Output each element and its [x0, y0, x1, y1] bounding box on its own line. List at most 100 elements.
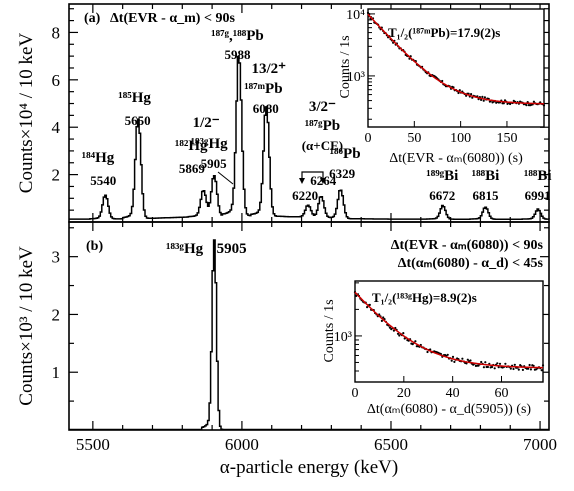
- peak-isotope-label: ¹⁸²Hg: [175, 138, 208, 154]
- inset-x-tick-label: 150: [496, 131, 517, 146]
- inset-data-point: [480, 360, 483, 364]
- inset-data-point: [532, 364, 535, 367]
- inset-data-point: [392, 329, 395, 332]
- inset-data-point: [396, 332, 400, 335]
- inset-data-point: [465, 94, 468, 97]
- inset-data-point: [540, 369, 543, 372]
- peak-isotope-label: ¹⁸⁶Pb: [330, 146, 361, 162]
- inset-a-title: T₁/₂(¹⁸⁷ᵐPb)=17.9(2)s: [388, 25, 500, 40]
- inset-data-point: [542, 104, 546, 107]
- panel-b: 1 2 3 5500 6000 6500 7000 (b) Δt(EVR - αₘ(608…: [16, 221, 557, 478]
- inset-data-point: [529, 368, 533, 371]
- panel-b-condition-1: Δt(EVR - αₘ(6080)) < 90s: [391, 238, 544, 253]
- inset-data-point: [446, 353, 449, 356]
- inset-data-point: [470, 93, 473, 96]
- inset-a-frame: [367, 8, 545, 128]
- x-tick-label: 6000: [225, 435, 259, 454]
- inset-data-point: [513, 363, 516, 366]
- peak-isotope-label: ¹⁸⁷ᵐPb: [244, 81, 282, 97]
- peak-energy-label: 6220: [292, 188, 318, 203]
- peak-isotope-label: ¹⁸⁵Hg: [118, 90, 151, 106]
- inset-x-tick-label: 0: [352, 386, 359, 401]
- peak-spin-label: 1/2⁻: [193, 115, 220, 131]
- x-tick-label: 6500: [374, 435, 408, 454]
- inset-a-fit-curve: [367, 13, 544, 105]
- peak-energy-label: 5540: [90, 173, 116, 188]
- panel-a-label: (a): [84, 11, 101, 26]
- inset-data-point: [521, 368, 525, 371]
- peak-energy-label: 6080: [253, 101, 279, 116]
- inset-a-xlabel: Δt(EVR - αₘ(6080)) (s): [389, 151, 523, 166]
- inset-data-point: [498, 362, 502, 365]
- inset-data-point: [502, 102, 505, 105]
- inset-data-point: [532, 100, 536, 103]
- y-tick-label: 8: [52, 23, 61, 42]
- inset-x-tick-label: 50: [407, 131, 421, 146]
- inset-data-point: [466, 358, 469, 361]
- inset-data-point: [414, 340, 417, 343]
- inset-data-point: [402, 332, 405, 335]
- inset-data-point: [496, 362, 499, 365]
- inset-data-point: [493, 367, 496, 370]
- inset-data-point: [368, 303, 371, 306]
- panel-a-spectrum-line: [69, 55, 550, 220]
- inset-data-point: [482, 99, 485, 102]
- y-tick-label: 1: [52, 363, 61, 382]
- peak-isotope-label: ¹⁸³ᵍHg: [191, 136, 229, 152]
- inset-data-point: [503, 99, 507, 102]
- inset-data-point: [509, 367, 512, 370]
- inset-data-point: [504, 362, 507, 365]
- inset-data-point: [453, 360, 456, 363]
- inset-x-tick-label: 0: [365, 131, 372, 146]
- panel-b-inset: 0 20 40 60 10³ T₁/₂(¹⁸³ᵍHg)=8.9(2)s Δt(αₘ(60…: [322, 280, 545, 417]
- panel-b-condition-2: Δt(αₘ(6080) - α_d) < 45s: [398, 256, 544, 271]
- inset-b-ylabel: Counts / 1s: [322, 299, 337, 362]
- peak-energy-label: 5869: [179, 161, 206, 176]
- inset-x-tick-label: 60: [494, 386, 508, 401]
- y-tick-label: 3: [52, 248, 61, 267]
- peak-isotope-label: ¹⁸⁹ᵍBi: [426, 168, 458, 184]
- panel-a-inset: 0 50 100 150 10³ 10⁴ T₁/₂(¹⁸⁷ᵐPb)=17.9(2)s Δt…: [338, 8, 546, 166]
- panel-a: 2 4 6 8 (a) Δt(EVR - α_m) < 90s Counts×10⁴ …: [16, 3, 552, 223]
- inset-data-point: [482, 366, 485, 369]
- inset-data-point: [388, 326, 391, 329]
- peak-energy-label: 6672: [429, 188, 455, 203]
- y-tick-label: 2: [52, 166, 61, 185]
- inset-data-point: [527, 367, 530, 370]
- inset-b-title: T₁/₂(¹⁸³ᵍHg)=8.9(2)s: [372, 290, 477, 305]
- inset-y-tick-label: 10⁴: [346, 8, 365, 23]
- peak-energy-label: 6815: [472, 188, 499, 203]
- inset-data-point: [461, 357, 464, 360]
- inset-data-point: [490, 365, 494, 369]
- inset-data-point: [411, 343, 414, 346]
- pb187g-arrow-right: [320, 178, 326, 184]
- peak-spin-label: 13/2⁺: [251, 61, 286, 77]
- peak-energy-label: 5988: [224, 47, 251, 62]
- inset-data-point: [483, 96, 486, 99]
- inset-data-point: [382, 316, 385, 319]
- y-tick-label: 2: [52, 305, 61, 324]
- inset-data-point: [512, 367, 515, 371]
- panel-b-xlabel: α-particle energy (keV): [220, 457, 398, 478]
- inset-data-point: [457, 91, 460, 95]
- pb187g-arrow-left: [299, 178, 305, 184]
- pb187g-bracket: [301, 171, 324, 181]
- inset-b-fit-curve: [354, 291, 543, 369]
- inset-y-tick-label: 10³: [347, 70, 365, 85]
- inset-data-point: [497, 366, 500, 369]
- hg182-pointer: [217, 171, 234, 185]
- inset-x-tick-label: 100: [450, 131, 471, 146]
- x-tick-label: 7000: [523, 435, 557, 454]
- peak-isotope-label: ¹⁸⁴Hg: [82, 150, 115, 166]
- inset-data-point: [469, 359, 472, 362]
- inset-data-point: [426, 350, 429, 354]
- panel-b-label: (b): [86, 239, 103, 254]
- inset-data-point: [450, 359, 453, 362]
- inset-data-point: [528, 363, 531, 367]
- peak-isotope-label: ¹⁸⁸Bi: [472, 168, 500, 184]
- inset-b-xlabel: Δt(αₘ(6080) - α_d(5905)) (s): [367, 402, 532, 417]
- panel-a-condition: Δt(EVR - α_m) < 90s: [110, 11, 235, 26]
- inset-data-point: [398, 334, 401, 337]
- inset-data-point: [481, 95, 484, 98]
